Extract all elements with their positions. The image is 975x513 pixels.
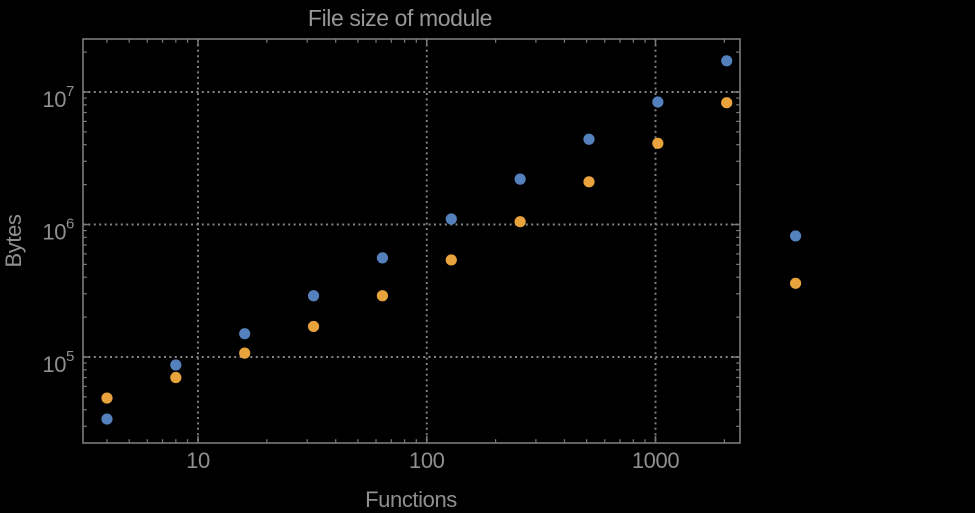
data-point-orange	[583, 176, 595, 188]
data-point-blue	[721, 55, 733, 67]
data-point-orange	[789, 277, 802, 289]
data-point-blue	[583, 133, 595, 145]
x-axis-label: Functions	[365, 487, 457, 512]
y-tick-label: 107	[42, 83, 74, 112]
data-point-blue	[239, 328, 251, 340]
data-point-orange	[652, 137, 664, 149]
chart-title: File size of module	[308, 5, 492, 31]
data-point-blue	[101, 413, 113, 425]
data-point-blue	[514, 173, 526, 185]
data-point-orange	[101, 392, 113, 404]
data-point-orange	[721, 97, 733, 109]
axes-ticks	[83, 39, 740, 443]
y-tick-label: 105	[42, 348, 74, 377]
data-point-orange	[307, 320, 320, 333]
x-tick-label: 100	[409, 448, 445, 473]
plot-frame	[82, 38, 741, 444]
data-point-orange	[376, 290, 389, 302]
x-tick-label: 10	[186, 448, 210, 473]
data-point-blue	[307, 290, 320, 302]
data-point-blue	[170, 359, 182, 371]
y-axis-label: Bytes	[1, 214, 26, 267]
data-points	[101, 55, 802, 425]
data-point-blue	[376, 252, 389, 264]
grid	[83, 39, 740, 443]
data-point-orange	[239, 347, 251, 359]
data-point-blue	[789, 230, 802, 242]
x-tick-label: 1000	[632, 448, 680, 473]
data-point-blue	[445, 213, 457, 225]
y-tick-label: 106	[42, 216, 74, 245]
tick-labels: 10 100 1000 105 106 107	[42, 83, 679, 473]
data-point-orange	[445, 254, 457, 266]
data-point-orange	[514, 216, 526, 228]
data-point-blue	[652, 96, 664, 108]
data-point-orange	[170, 371, 182, 384]
